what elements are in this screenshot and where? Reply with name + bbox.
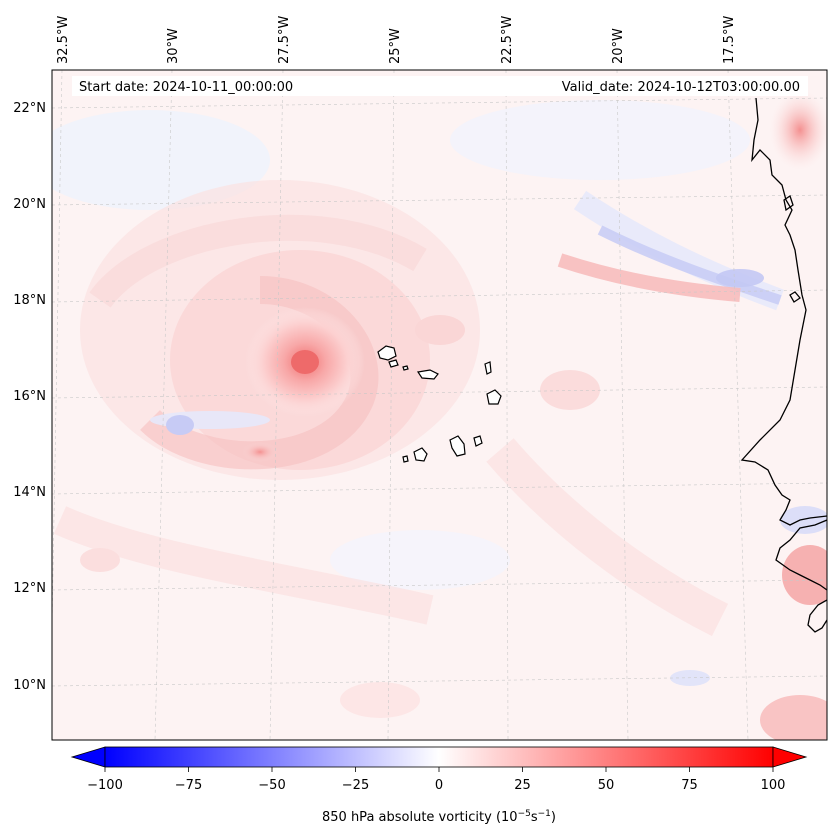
colorbar-tick-label: 0: [435, 778, 443, 793]
lon-label: 20°W: [611, 28, 626, 64]
colorbar-ticks: −100 −75 −50 −25 0 25 50 75 100: [87, 767, 785, 793]
info-banner: [72, 76, 808, 96]
graticule: [52, 70, 827, 740]
cape-verde-islands: [377, 345, 502, 463]
colorbar-label: 850 hPa absolute vorticity (10−5s−1): [322, 809, 556, 825]
lon-label: 25°W: [388, 28, 403, 64]
lat-label: 14°N: [13, 485, 46, 500]
longitude-labels: 32.5°W 30°W 27.5°W 25°W 22.5°W 20°W 17.5…: [56, 16, 737, 64]
colorbar-extend-min: [70, 746, 106, 768]
colorbar-tick-label: 50: [598, 778, 615, 793]
lat-label: 20°N: [13, 197, 46, 212]
latitude-labels: 22°N 20°N 18°N 16°N 14°N 12°N 10°N: [13, 101, 46, 693]
colorbar-tick-label: 100: [761, 778, 786, 793]
coastlines: [740, 97, 827, 633]
vorticity-field: [52, 70, 827, 740]
colorbar-tick-label: −25: [342, 778, 369, 793]
colorbar-tick-label: 25: [514, 778, 531, 793]
lon-label: 22.5°W: [500, 16, 515, 64]
colorbar-body: [104, 746, 774, 768]
lat-label: 16°N: [13, 389, 46, 404]
valid-date-text: Valid_date: 2024-10-12T03:00:00.00: [562, 80, 800, 95]
lat-label: 10°N: [13, 678, 46, 693]
colorbar-extend-max: [772, 746, 808, 768]
colorbar-tick-label: −50: [258, 778, 285, 793]
colorbar-tick-label: 75: [681, 778, 698, 793]
colorbar: −100 −75 −50 −25 0 25 50 75 100 850 hPa absolute…: [70, 746, 808, 825]
lon-label: 32.5°W: [56, 16, 71, 64]
lat-label: 22°N: [13, 101, 46, 116]
colorbar-tick-label: −75: [175, 778, 202, 793]
lon-label: 30°W: [166, 28, 181, 64]
lon-label: 27.5°W: [277, 16, 292, 64]
start-date-text: Start date: 2024-10-11_00:00:00: [79, 80, 293, 95]
colorbar-tick-label: −100: [87, 778, 123, 793]
lon-label: 17.5°W: [722, 16, 737, 64]
lat-label: 12°N: [13, 581, 46, 596]
lat-label: 18°N: [13, 293, 46, 308]
map-frame: [51, 69, 828, 741]
